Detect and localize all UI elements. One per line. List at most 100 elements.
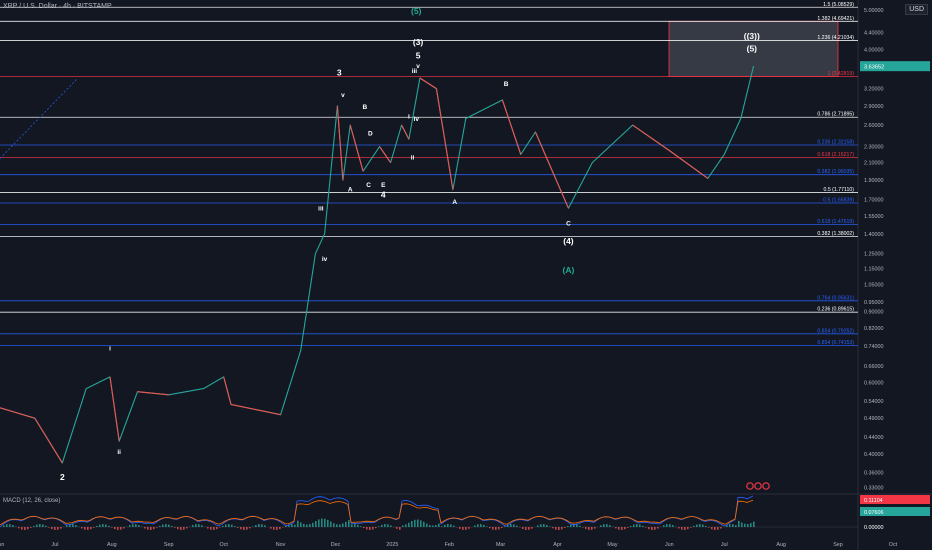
fib-label: 0.382 (1.38002) [817,231,854,237]
macd-histogram-bar [12,524,14,527]
price-segment-down [501,99,522,155]
macd-histogram-bar [315,520,317,527]
macd-histogram-bar [369,527,371,530]
y-tick-label: 0.33000 [864,486,884,492]
macd-histogram-bar [330,521,332,527]
y-tick-label: 1.25000 [864,252,884,258]
macd-histogram-bar [432,525,434,527]
macd-histogram-bar [93,527,95,528]
wave-label: (5) [747,44,758,54]
macd-histogram-bar [447,524,449,527]
macd-histogram-bar [579,525,581,527]
fib-label: 0.618 (1.47619) [817,219,854,225]
macd-histogram-bar [720,527,722,529]
macd-histogram-bar [462,527,464,530]
y-tick-label: 5.00000 [864,8,884,14]
macd-histogram-bar [420,520,422,527]
macd-histogram-bar [228,524,230,527]
macd-histogram-bar [270,527,272,529]
macd-histogram-bar [678,527,680,529]
macd-histogram-bar [210,527,212,530]
macd-histogram-bar [570,524,572,527]
macd-histogram-bar [684,527,686,530]
macd-histogram-bar [123,527,125,529]
macd-histogram-bar [294,524,296,527]
macd-histogram-bar [225,524,227,527]
fib-label: 0.5 (1.66839) [823,198,854,204]
wave-label: C [366,182,371,189]
macd-histogram-bar [132,524,134,527]
price-segment-down [223,376,232,405]
wave-label: ((3)) [744,31,760,41]
macd-histogram-bar [423,521,425,527]
wave-label: iii [318,205,324,212]
wave-label: 2 [60,472,65,482]
macd-histogram-bar [30,527,32,528]
macd-histogram-bar [60,527,62,529]
macd-histogram-bar [417,519,419,527]
macd-histogram-bar [408,522,410,527]
macd-histogram-bar [264,525,266,527]
price-segment-down [379,146,392,163]
macd-histogram-bar [156,527,158,528]
macd-histogram-bar [144,527,146,529]
macd-value-label: 0.00000 [864,525,884,531]
macd-histogram-bar [405,524,407,527]
y-tick-label: 2.60000 [864,123,884,129]
macd-histogram-bar [585,527,587,530]
macd-histogram-bar [111,527,113,528]
macd-histogram-bar [717,527,719,530]
macd-histogram-bar [33,526,35,527]
macd-histogram-bar [729,524,731,527]
x-tick-label: Jul [52,542,59,548]
macd-histogram-bar [9,524,11,527]
macd-histogram-bar [474,525,476,527]
macd-histogram-bar [180,527,182,530]
macd-histogram-bar [741,522,743,527]
x-tick-label: May [607,542,617,548]
y-tick-label: 0.82000 [864,326,884,332]
macd-histogram-bar [90,527,92,530]
currency-button[interactable]: USD [905,4,928,15]
price-segment-down [34,417,63,464]
macd-histogram-bar [429,524,431,527]
alert-marker [746,482,754,490]
price-segment-down [668,150,709,179]
wave-label: iii [412,68,418,75]
macd-histogram-bar [555,527,557,530]
macd-histogram-bar [339,524,341,527]
macd-histogram-bar [693,525,695,527]
macd-histogram-bar [105,524,107,527]
macd-histogram-bar [501,527,503,528]
fib-label: 0.236 (0.89615) [817,307,854,313]
macd-histogram-bar [390,525,392,527]
y-tick-label: 1.15000 [864,266,884,272]
macd-histogram-bar [6,524,8,527]
macd-histogram-bar [39,524,41,527]
macd-histogram-bar [258,524,260,527]
macd-histogram-bar [117,527,119,530]
macd-histogram-bar [441,526,443,527]
macd-histogram-bar [36,524,38,527]
x-tick-label: Jun [665,542,674,548]
macd-histogram-bar [705,525,707,527]
macd-histogram-bar [453,525,455,527]
fib-label: 0.236 (2.32158) [817,139,854,145]
macd-histogram-bar [171,525,173,527]
macd-histogram-bar [372,527,374,530]
fib-label: 1.382 (4.69421) [817,16,854,22]
macd-histogram-bar [573,524,575,527]
y-tick-label: 2.90000 [864,104,884,110]
macd-histogram-bar [354,524,356,527]
macd-histogram-bar [387,524,389,527]
macd-histogram-bar [237,527,239,528]
macd-histogram-bar [513,524,515,527]
price-segment-down [109,376,120,442]
macd-histogram-bar [381,524,383,527]
macd-histogram-bar [732,524,734,527]
wave-label: D [368,131,373,138]
macd-histogram-bar [426,523,428,527]
price-segment-down [336,105,344,181]
macd-histogram-bar [702,524,704,527]
